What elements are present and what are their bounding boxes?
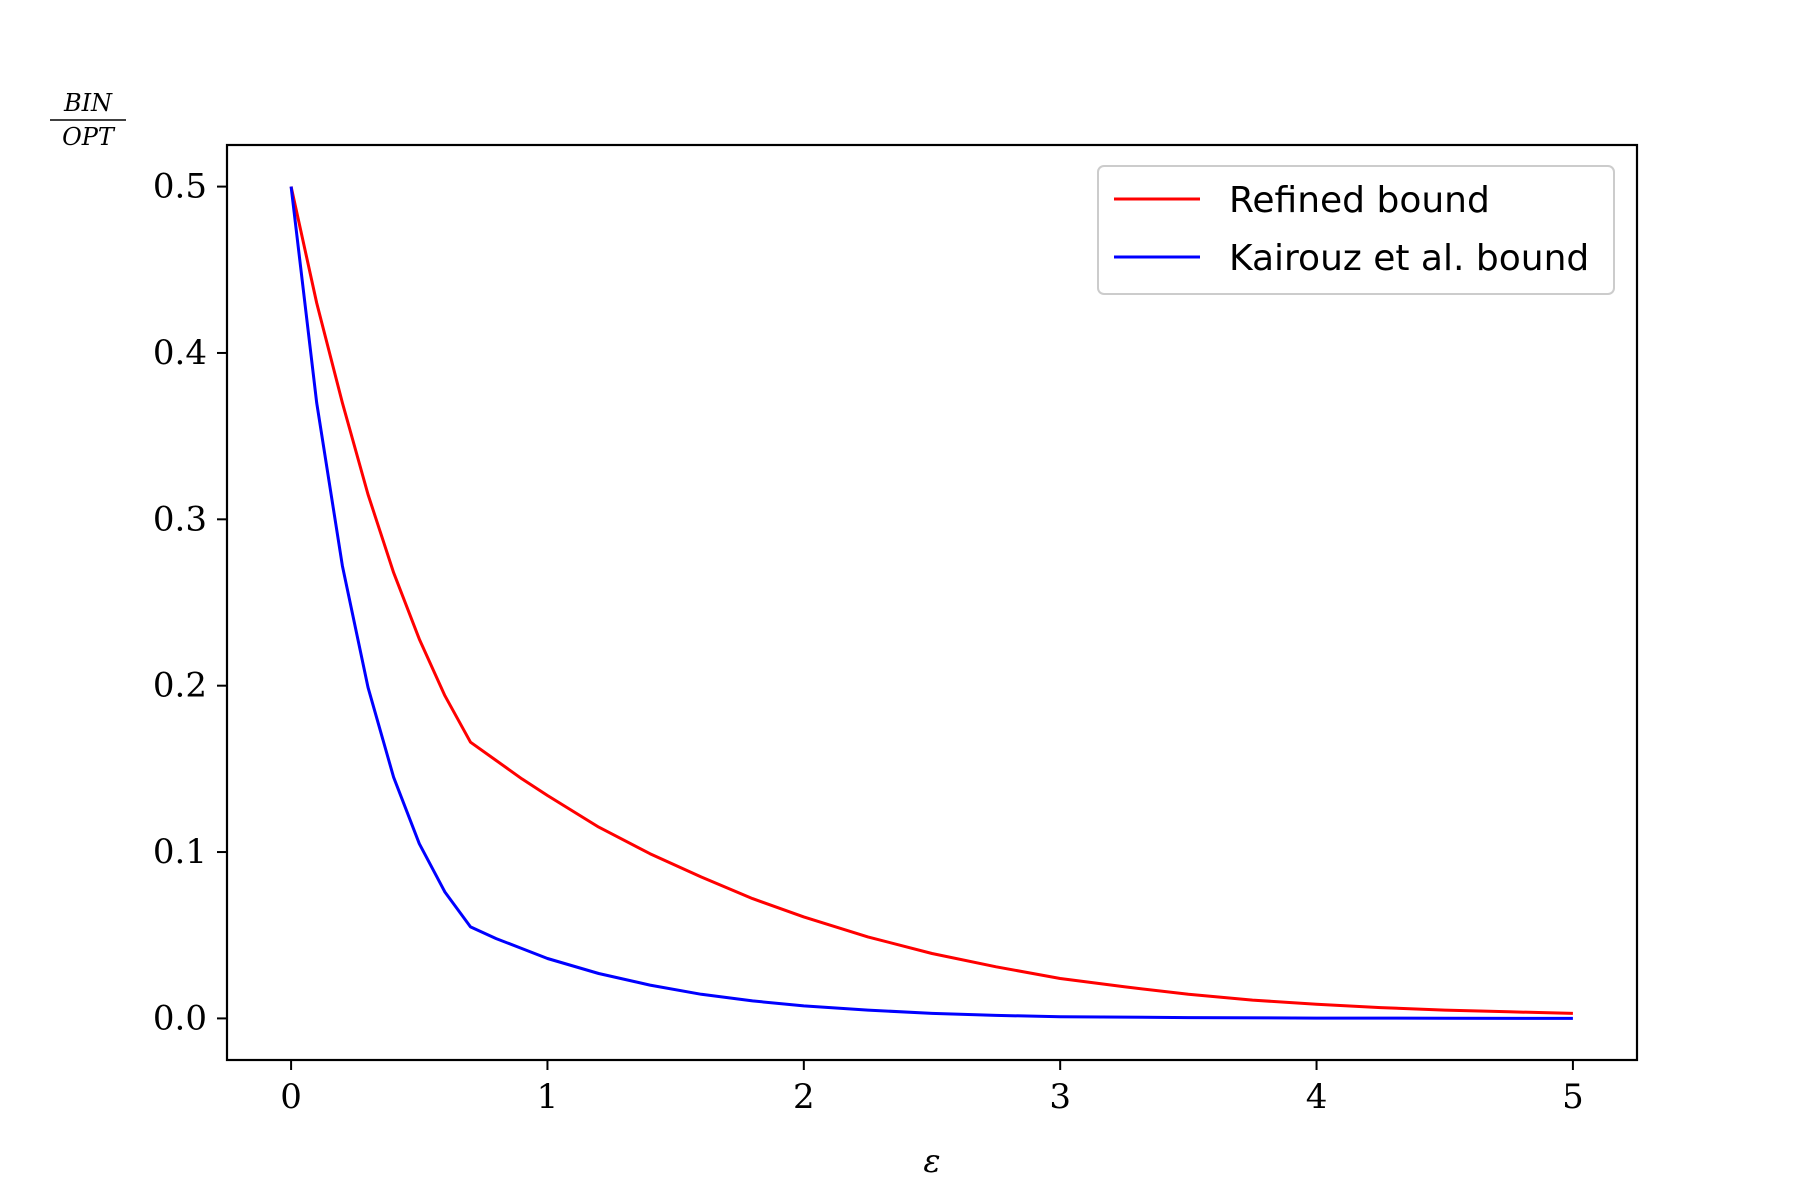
plot-area: [227, 145, 1637, 1060]
y-axis-label-denominator: OPT: [62, 123, 116, 151]
legend-label-kairouz: Kairouz et al. bound: [1229, 238, 1589, 279]
y-tick-label: 0.1: [153, 832, 207, 872]
y-tick-label: 0.5: [153, 167, 207, 207]
y-axis: 0.0 0.1 0.2 0.3 0.4 0.5: [153, 167, 227, 1038]
x-tick-label: 1: [537, 1077, 559, 1117]
x-axis: 0 1 2 3 4 5: [280, 1060, 1584, 1117]
legend: Refined bound Kairouz et al. bound: [1097, 165, 1615, 295]
y-axis-label: BIN OPT: [50, 89, 126, 151]
plot-frame: [225, 143, 1639, 1062]
y-tick-label: 0.2: [153, 666, 207, 706]
x-tick-label: 3: [1049, 1077, 1071, 1117]
y-tick-label: 0.4: [153, 333, 207, 373]
y-tick-label: 0.3: [153, 499, 207, 539]
legend-box: [1097, 165, 1615, 295]
x-tick-label: 0: [280, 1077, 302, 1117]
x-tick-label: 5: [1562, 1077, 1584, 1117]
x-tick-label: 4: [1306, 1077, 1328, 1117]
legend-label-refined: Refined bound: [1229, 180, 1490, 221]
y-axis-label-numerator: BIN: [63, 89, 113, 117]
series-line-kairouz: [289, 186, 1573, 1020]
x-tick-label: 2: [793, 1077, 815, 1117]
series-layer: [289, 186, 1573, 1020]
y-tick-label: 0.0: [153, 998, 207, 1038]
series-line-refined: [289, 186, 1573, 1015]
x-axis-label: ε: [923, 1142, 940, 1180]
